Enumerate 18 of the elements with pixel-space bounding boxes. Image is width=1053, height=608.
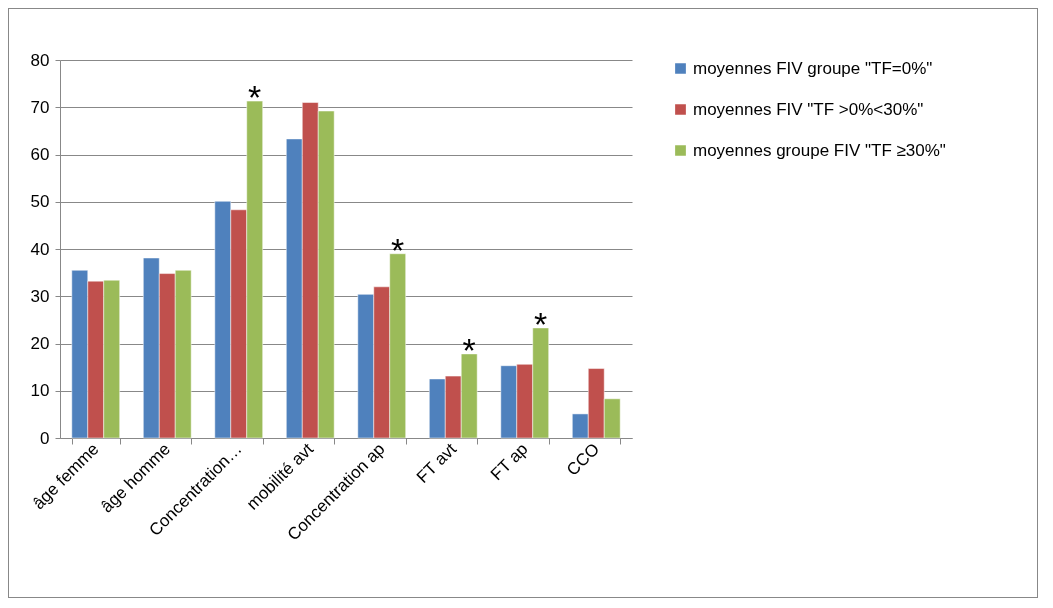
y-tick-label: 50: [30, 192, 50, 212]
y-tick-label: 10: [30, 381, 50, 401]
y-tick-label: 30: [30, 286, 50, 306]
y-tick-label: 40: [30, 239, 50, 259]
x-tick-label: FT ap: [487, 439, 532, 485]
y-tick-label: 20: [30, 334, 50, 353]
y-tick-label: 0: [40, 428, 50, 448]
y-tick-label: 70: [30, 97, 50, 117]
data-label: *: [462, 330, 476, 369]
data-label: *: [248, 78, 262, 117]
y-tick-label: 60: [30, 145, 50, 164]
legend-label: moyennes FIV groupe "TF=0%": [693, 58, 933, 78]
legend-label: moyennes groupe FIV "TF ≥30%": [693, 140, 946, 160]
y-tick-label: 80: [30, 50, 50, 70]
x-tick-label: FT avt: [412, 439, 461, 487]
legend-label: moyennes FIV "TF >0%<30%": [693, 99, 924, 119]
data-label: *: [391, 230, 405, 269]
data-label: *: [534, 304, 548, 343]
